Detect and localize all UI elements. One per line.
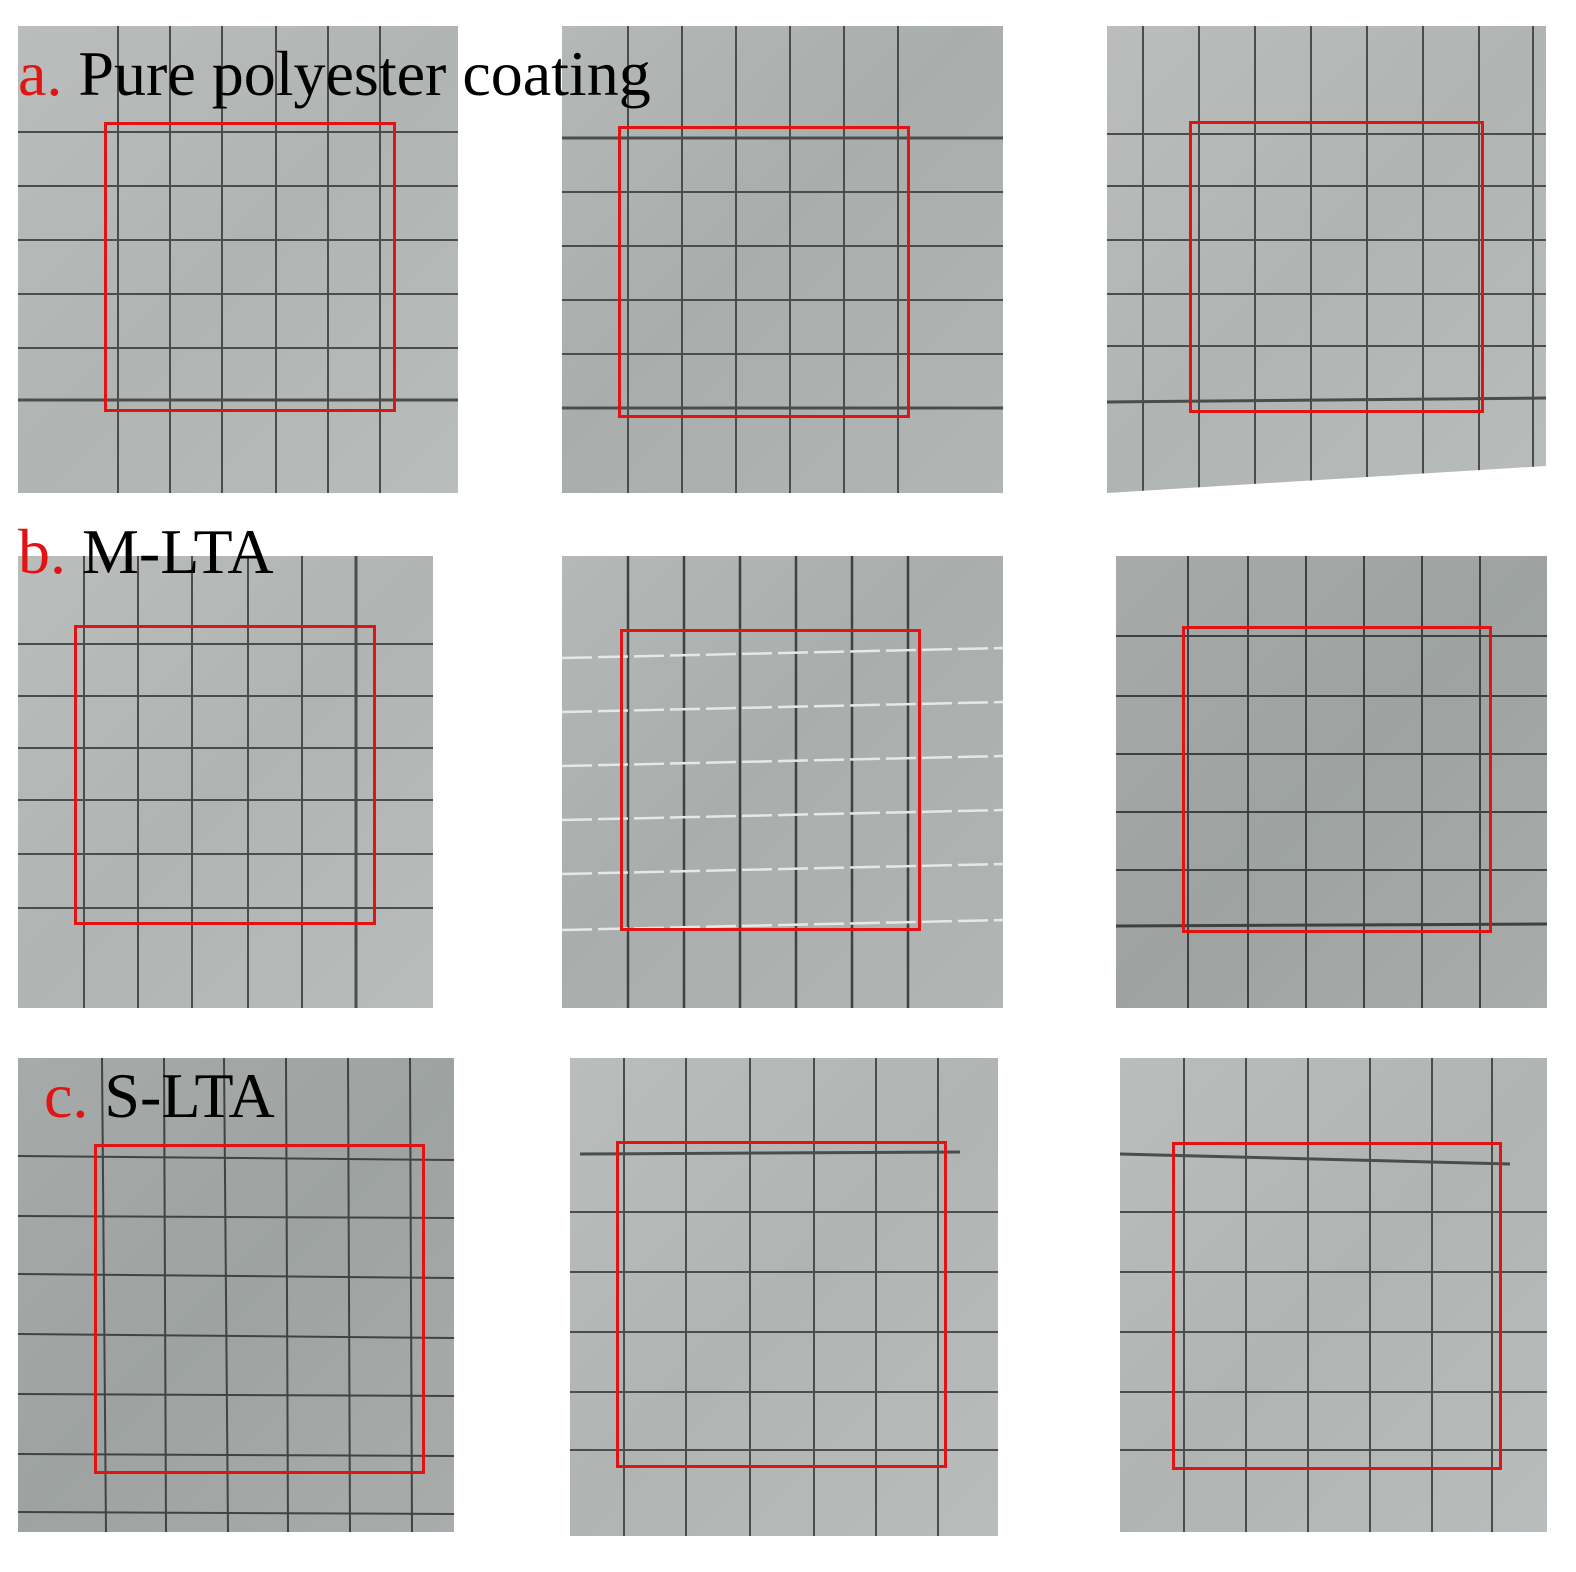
photo-b1 <box>18 556 433 1008</box>
crosshatch-grid-a1 <box>18 26 458 493</box>
red-highlight-box <box>1182 626 1492 933</box>
photo-c1 <box>18 1058 454 1532</box>
red-highlight-box <box>620 629 921 931</box>
photo-c3 <box>1120 1058 1547 1532</box>
red-highlight-box <box>1189 121 1484 413</box>
label-c-text: S-LTA <box>88 1060 275 1131</box>
red-highlight-box <box>616 1141 947 1468</box>
photo-b3 <box>1116 556 1547 1008</box>
label-c-letter: c. <box>44 1060 89 1131</box>
photo-b2 <box>562 556 1003 1008</box>
photo-a2 <box>562 26 1003 493</box>
crosshatch-grid-a3 <box>1107 26 1546 493</box>
crosshatch-grid-b1 <box>18 556 433 1008</box>
label-a: a. Pure polyester coating <box>18 42 651 106</box>
photo-a1 <box>18 26 458 493</box>
photo-c2 <box>570 1058 998 1536</box>
label-b-text: M-LTA <box>66 516 274 587</box>
crosshatch-grid-c1 <box>18 1058 454 1532</box>
label-b: b. M-LTA <box>18 520 274 584</box>
red-highlight-box <box>1172 1142 1502 1470</box>
crosshatch-grid-c2 <box>570 1058 998 1536</box>
label-a-text: Pure polyester coating <box>62 38 651 109</box>
label-c: c. S-LTA <box>44 1064 275 1128</box>
photo-a3 <box>1107 26 1546 493</box>
label-b-letter: b. <box>18 516 66 587</box>
crosshatch-grid-c3 <box>1120 1058 1547 1532</box>
red-highlight-box <box>618 126 910 418</box>
red-highlight-box <box>104 122 396 412</box>
red-highlight-box <box>74 625 376 925</box>
label-a-letter: a. <box>18 38 63 109</box>
red-highlight-box <box>94 1144 425 1474</box>
photo-corner-cut <box>1107 466 1546 493</box>
